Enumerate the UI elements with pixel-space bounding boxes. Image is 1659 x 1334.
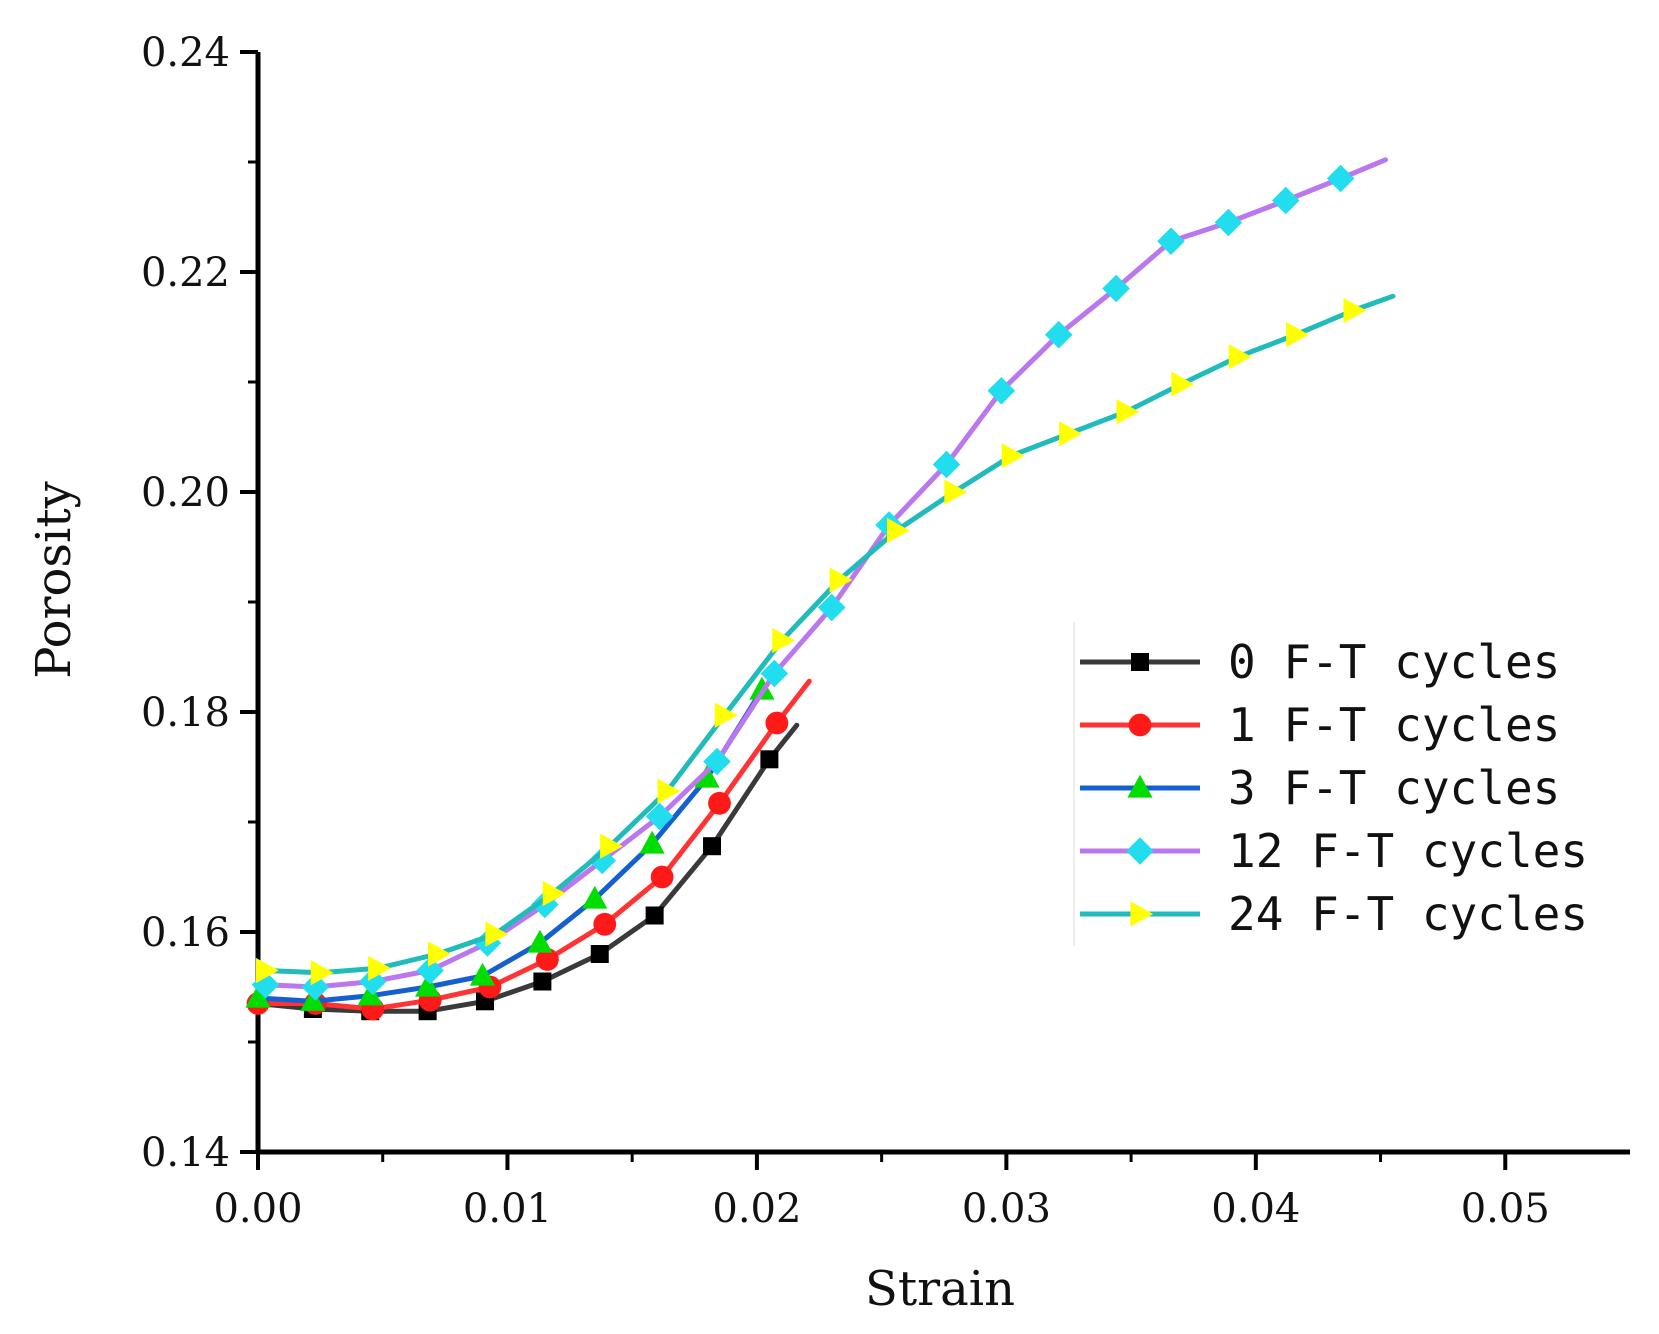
series-line xyxy=(263,293,1396,976)
triangle-up-marker xyxy=(300,988,326,1011)
y-tick-label: 0.22 xyxy=(141,250,230,296)
legend-item: 3 F-T cycles xyxy=(1080,761,1560,815)
series-layer xyxy=(245,157,1396,1021)
legend-label: 24 F-T cycles xyxy=(1228,887,1588,941)
diamond-marker xyxy=(932,450,961,479)
diamond-marker xyxy=(1214,208,1243,237)
legend-item: 24 F-T cycles xyxy=(1080,887,1588,941)
triangle-up-marker xyxy=(469,962,496,986)
diamond-marker xyxy=(416,956,444,985)
diamond-marker xyxy=(703,747,731,776)
triangle-up-marker xyxy=(415,973,441,997)
triangle-up-marker xyxy=(582,885,608,909)
legend-item: 0 F-T cycles xyxy=(1080,635,1560,689)
triangle-right-marker xyxy=(1286,322,1309,348)
diamond-marker xyxy=(1126,837,1154,865)
y-axis-title: Porosity xyxy=(26,481,82,678)
x-tick-label: 0.01 xyxy=(463,1186,552,1232)
circle-marker xyxy=(535,948,559,971)
series-line xyxy=(263,157,1388,990)
diamond-marker xyxy=(588,846,617,875)
triangle-right-marker xyxy=(485,921,509,947)
circle-marker xyxy=(650,865,674,889)
legend: 0 F-T cycles 1 F-T cycles 3 F-T cycles 12 F… xyxy=(1073,622,1588,946)
diamond-marker xyxy=(645,802,674,831)
y-tick-label: 0.20 xyxy=(141,470,230,516)
triangle-right-marker xyxy=(887,517,910,544)
square-marker xyxy=(1131,653,1149,671)
x-tick-label: 0.02 xyxy=(712,1186,801,1232)
diamond-marker xyxy=(358,967,387,996)
triangle-right-marker xyxy=(1228,344,1252,370)
series-4 xyxy=(255,293,1396,986)
x-tick-label: 0.00 xyxy=(213,1186,302,1232)
circle-marker xyxy=(593,912,617,936)
diamond-marker xyxy=(987,377,1016,405)
circle-marker xyxy=(1128,713,1152,737)
triangle-right-marker xyxy=(1343,297,1367,324)
triangle-up-marker xyxy=(1127,774,1153,798)
triangle-right-marker xyxy=(1059,421,1082,447)
triangle-right-marker xyxy=(944,479,968,505)
triangle-right-marker xyxy=(1171,371,1195,397)
diamond-marker xyxy=(1157,227,1185,255)
legend-item: 1 F-T cycles xyxy=(1080,698,1560,752)
triangle-up-marker xyxy=(639,830,665,854)
y-tick-label: 0.16 xyxy=(141,910,230,956)
axes: 0.14 0.16 0.18 0.20 0.22 0.24 0.00 0.01 0.02 0.03… xyxy=(141,30,1630,1232)
square-marker xyxy=(645,906,664,925)
diamond-marker xyxy=(1102,274,1130,303)
triangle-right-marker xyxy=(255,957,279,984)
triangle-right-marker xyxy=(600,833,623,859)
square-marker xyxy=(590,945,609,963)
triangle-right-marker xyxy=(657,778,681,804)
x-tick-label: 0.03 xyxy=(962,1186,1051,1232)
legend-label: 1 F-T cycles xyxy=(1228,698,1560,752)
y-tick-label: 0.24 xyxy=(141,30,230,76)
triangle-right-marker xyxy=(1130,901,1154,927)
series-2 xyxy=(245,676,775,1011)
legend-label: 12 F-T cycles xyxy=(1228,824,1588,878)
diamond-marker xyxy=(760,659,789,688)
legend-label: 0 F-T cycles xyxy=(1228,635,1560,689)
series-3 xyxy=(251,157,1388,1001)
triangle-up-marker xyxy=(527,929,553,953)
triangle-right-marker xyxy=(772,627,796,654)
square-marker xyxy=(703,837,722,856)
triangle-right-marker xyxy=(428,941,451,967)
series-line xyxy=(255,687,765,1004)
triangle-right-marker xyxy=(1001,443,1025,469)
triangle-right-marker xyxy=(829,567,853,593)
triangle-right-marker xyxy=(368,955,391,981)
legend-label: 3 F-T cycles xyxy=(1228,761,1560,815)
diamond-marker xyxy=(1044,320,1073,349)
x-tick-label: 0.04 xyxy=(1211,1186,1300,1232)
triangle-up-marker xyxy=(245,984,271,1008)
diamond-marker xyxy=(1326,164,1355,193)
legend-item: 12 F-T cycles xyxy=(1080,824,1588,878)
x-tick-label: 0.05 xyxy=(1461,1186,1550,1232)
series-line xyxy=(255,678,812,1012)
triangle-right-marker xyxy=(714,702,738,728)
diamond-marker xyxy=(817,593,846,622)
x-axis-title: Strain xyxy=(865,1261,1015,1317)
y-tick-label: 0.18 xyxy=(141,690,230,736)
diamond-marker xyxy=(1271,186,1300,215)
triangle-up-marker xyxy=(694,764,720,788)
triangle-up-marker xyxy=(357,982,383,1006)
square-marker xyxy=(533,972,552,991)
square-marker xyxy=(760,750,779,769)
circle-marker xyxy=(708,791,731,815)
circle-marker xyxy=(765,711,789,735)
triangle-right-marker xyxy=(542,880,566,907)
triangle-right-marker xyxy=(1116,399,1140,425)
triangle-right-marker xyxy=(310,960,334,986)
y-tick-label: 0.14 xyxy=(141,1130,230,1176)
diamond-marker xyxy=(301,973,330,1001)
